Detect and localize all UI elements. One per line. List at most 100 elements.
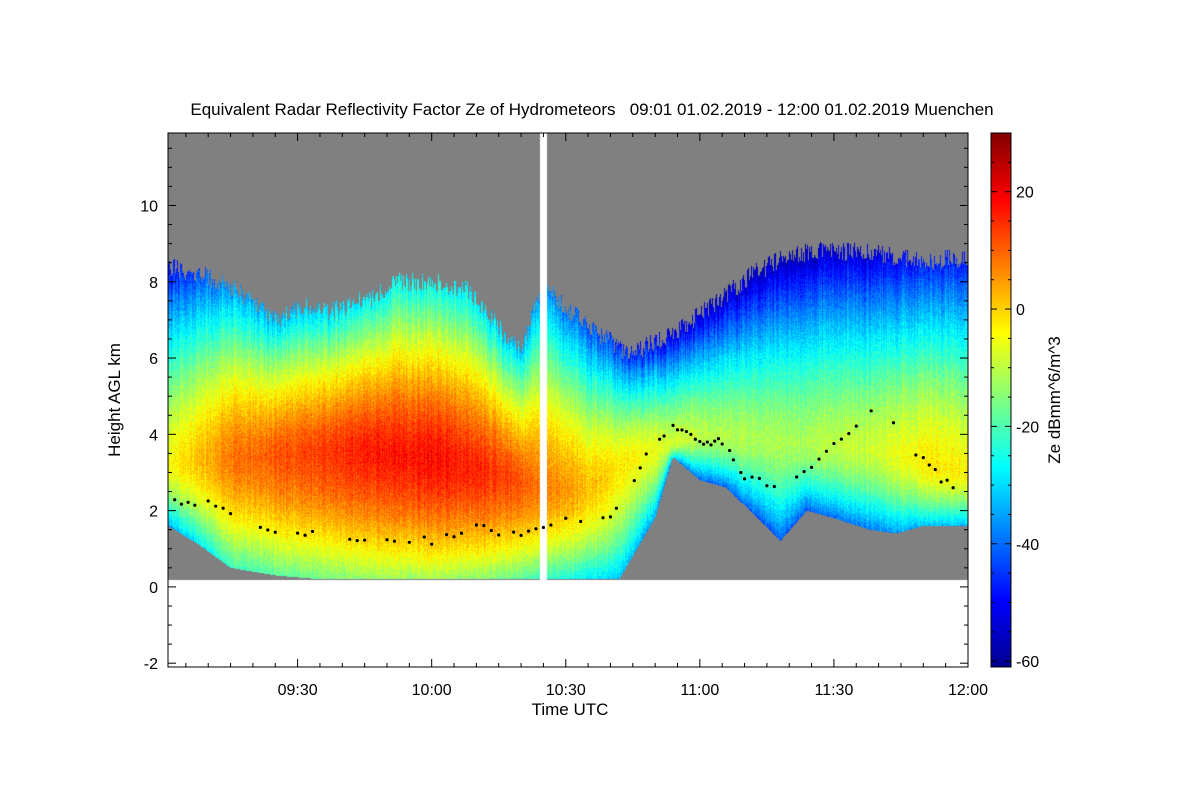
melting-layer-point xyxy=(422,535,426,539)
y-axis: -2 0 2 4 6 8 10 xyxy=(140,147,968,673)
y-tick-label: 6 xyxy=(149,351,158,368)
melting-layer-point xyxy=(675,428,680,432)
colorbar: 20 0 -20 -40 -60 Ze dBmm^6/m^3 xyxy=(990,132,1064,671)
melting-layer-point xyxy=(854,424,858,428)
melting-layer-point xyxy=(742,477,747,481)
x-tick-label: 09:30 xyxy=(278,682,318,699)
melting-layer-point xyxy=(193,503,197,507)
x-tick-label: 10:00 xyxy=(412,682,452,699)
y-tick-label: 2 xyxy=(149,504,158,521)
melting-layer-point xyxy=(765,484,769,488)
melting-layer-point xyxy=(444,533,449,537)
colorbar-gradient xyxy=(990,132,1012,668)
melting-layer-point xyxy=(662,434,666,438)
melting-layer-point xyxy=(709,443,713,447)
melting-layer-point xyxy=(847,431,851,436)
melting-layer-point xyxy=(914,453,918,457)
melting-layer-point xyxy=(303,533,307,537)
melting-layer-point xyxy=(173,498,177,502)
plot-area xyxy=(167,132,969,668)
melting-layer-point xyxy=(179,502,184,506)
melting-layer-point xyxy=(273,530,277,534)
melting-layer-point xyxy=(385,538,389,542)
melting-layer-point xyxy=(701,442,706,446)
melting-layer-point xyxy=(716,437,721,441)
melting-layer-point xyxy=(739,470,743,475)
melting-layer-point xyxy=(258,525,262,529)
colorbar-ticks: 20 0 -20 -40 -60 xyxy=(991,132,1039,671)
melting-layer-point xyxy=(601,516,605,520)
melting-layer-point xyxy=(579,519,583,524)
melting-layer-point xyxy=(564,516,568,520)
plot-frame xyxy=(167,132,969,668)
melting-layer-point xyxy=(689,432,693,436)
melting-layer-point xyxy=(698,439,702,444)
melting-layer-point xyxy=(549,523,553,527)
melting-layer-point xyxy=(728,448,732,453)
melting-layer-point xyxy=(534,527,538,531)
melting-layer-point xyxy=(497,533,501,537)
melting-layer-point xyxy=(750,475,754,479)
melting-layer-point xyxy=(355,539,359,543)
melting-layer-point xyxy=(430,542,434,546)
melting-layer-point xyxy=(608,515,613,519)
melting-layer-point xyxy=(680,428,684,432)
melting-layer-point xyxy=(720,442,724,446)
y-axis-label: Height AGL km xyxy=(105,343,124,457)
x-tick-label: 11:00 xyxy=(680,682,719,699)
melting-layer-point xyxy=(757,476,762,481)
melting-layer-point xyxy=(474,523,478,527)
melting-layer-point xyxy=(869,409,873,413)
melting-layer-point xyxy=(482,523,486,528)
melting-layer-point xyxy=(541,525,546,530)
x-axis-label: Time UTC xyxy=(532,700,609,719)
melting-layer-point xyxy=(214,504,218,508)
melting-layer-point xyxy=(266,528,270,532)
melting-layer-point xyxy=(296,531,300,535)
colorbar-label: Ze dBmm^6/m^3 xyxy=(1045,336,1064,463)
melting-layer-point xyxy=(921,456,925,460)
colorbar-tick-label: -40 xyxy=(1016,537,1039,554)
colorbar-tick-label: 20 xyxy=(1016,185,1034,202)
melting-layer-point xyxy=(310,529,315,534)
melting-layer-point xyxy=(809,465,814,469)
chart-title: Equivalent Radar Reflectivity Factor Ze … xyxy=(190,100,993,119)
melting-layer-point xyxy=(363,538,367,542)
melting-layer-point xyxy=(228,512,233,516)
colorbar-tick-label: 0 xyxy=(1016,302,1025,319)
x-tick-label: 11:30 xyxy=(814,682,853,699)
melting-layer-point xyxy=(839,437,843,441)
melting-layer-point xyxy=(705,440,709,444)
melting-layer-point xyxy=(186,500,190,504)
melting-layer-point xyxy=(392,539,397,543)
melting-layer-point xyxy=(671,423,675,427)
melting-layer-point xyxy=(644,452,648,456)
y-tick-label: 8 xyxy=(149,275,158,292)
melting-layer-point xyxy=(684,429,689,434)
melting-layer-point xyxy=(927,463,931,467)
colorbar-tick-label: -20 xyxy=(1016,419,1039,436)
melting-layer-point xyxy=(824,449,829,453)
melting-layer-point xyxy=(407,540,411,544)
melting-layer-point xyxy=(891,421,896,425)
melting-layer-point xyxy=(519,533,523,537)
melting-layer-point xyxy=(614,506,619,510)
melting-layer-point xyxy=(658,437,662,441)
reflectivity-heatmap xyxy=(168,133,968,667)
melting-layer-point xyxy=(348,537,352,541)
melting-layer-point xyxy=(832,441,836,446)
melting-layer-point xyxy=(802,470,806,474)
melting-layer-point xyxy=(731,458,735,462)
melting-layer-point xyxy=(632,478,636,483)
melting-layer-point xyxy=(452,535,456,539)
colorbar-tick-label: -60 xyxy=(1016,654,1039,671)
x-tick-label: 10:30 xyxy=(546,682,586,699)
melting-layer-point xyxy=(221,506,225,510)
y-tick-label: 4 xyxy=(149,427,158,444)
melting-layer-point xyxy=(512,530,516,534)
melting-layer-point xyxy=(489,528,493,533)
melting-layer-point xyxy=(817,457,821,461)
melting-layer-point xyxy=(459,531,464,535)
melting-layer-point xyxy=(713,439,717,443)
